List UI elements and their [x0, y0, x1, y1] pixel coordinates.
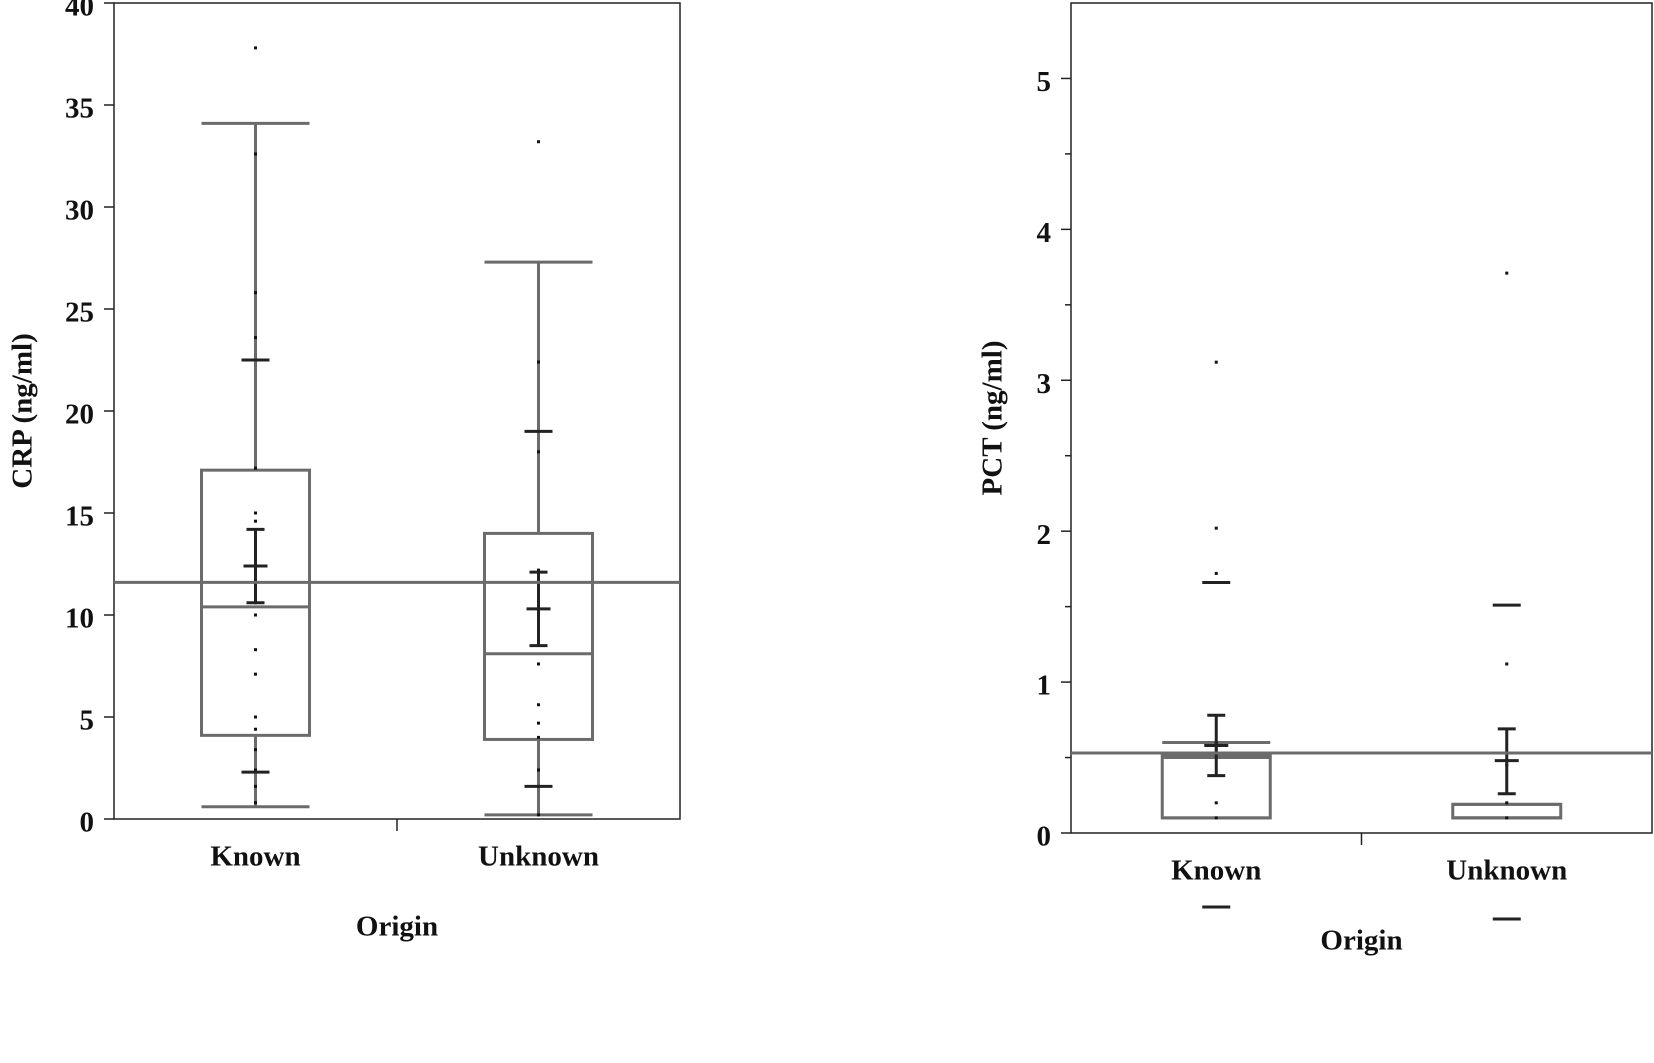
data-point — [254, 466, 257, 470]
data-point — [1214, 571, 1218, 575]
data-point — [537, 360, 540, 364]
data-point — [537, 735, 540, 739]
x-axis-label: Origin — [356, 911, 438, 943]
y-tick-label: 15 — [65, 501, 94, 533]
y-tick-label: 35 — [65, 93, 94, 125]
y-tick-label: 25 — [65, 297, 94, 329]
data-point — [537, 768, 540, 772]
data-point — [254, 336, 257, 340]
plot-frame — [113, 2, 681, 820]
data-point — [254, 768, 257, 772]
x-tick-label: Known — [1171, 855, 1261, 887]
x-tick-label: Known — [210, 841, 300, 873]
data-point — [254, 727, 257, 731]
y-tick-label: 2 — [1037, 519, 1052, 551]
data-point — [254, 152, 257, 156]
box — [1451, 802, 1563, 820]
data-point — [1214, 801, 1218, 805]
y-tick-label: 10 — [65, 603, 94, 635]
data-point — [254, 291, 257, 295]
y-tick-label: 30 — [65, 195, 94, 227]
data-point — [254, 784, 257, 788]
y-axis-label: PCT (ng/ml) — [977, 341, 1009, 496]
data-point — [1214, 360, 1218, 364]
y-axis-label: CRP (ng/ml) — [7, 333, 39, 488]
data-point — [254, 672, 257, 676]
y-tick-label: 0 — [80, 807, 95, 839]
box — [483, 531, 594, 741]
data-point — [537, 662, 540, 666]
data-point — [1505, 662, 1509, 666]
data-point — [254, 613, 257, 617]
data-point — [254, 46, 257, 50]
data-point — [254, 511, 257, 515]
data-point — [537, 813, 540, 817]
y-tick-label: 1 — [1037, 670, 1052, 702]
y-tick-label: 3 — [1037, 368, 1052, 400]
box — [200, 468, 311, 737]
x-axis-label: Origin — [1320, 925, 1402, 957]
data-point — [537, 140, 540, 144]
data-point — [1505, 816, 1509, 820]
data-point — [537, 450, 540, 454]
data-point — [537, 568, 540, 572]
y-tick-label: 40 — [65, 0, 94, 23]
data-point — [1214, 816, 1218, 820]
x-tick-label: Unknown — [478, 841, 599, 873]
y-tick-label: 0 — [1037, 821, 1052, 853]
data-point — [254, 648, 257, 652]
data-point — [537, 703, 540, 707]
data-point — [254, 715, 257, 719]
data-point — [1214, 526, 1218, 530]
y-tick-label: 4 — [1037, 217, 1052, 249]
data-point — [537, 721, 540, 725]
data-point — [1505, 801, 1509, 805]
y-tick-label: 20 — [65, 399, 94, 431]
data-point — [1505, 271, 1509, 275]
y-tick-label: 5 — [80, 705, 95, 737]
data-point — [254, 748, 257, 752]
plot-frame — [1070, 2, 1653, 834]
data-point — [254, 519, 257, 523]
y-tick-label: 5 — [1037, 66, 1052, 98]
data-point — [254, 801, 257, 805]
x-tick-label: Unknown — [1446, 855, 1567, 887]
